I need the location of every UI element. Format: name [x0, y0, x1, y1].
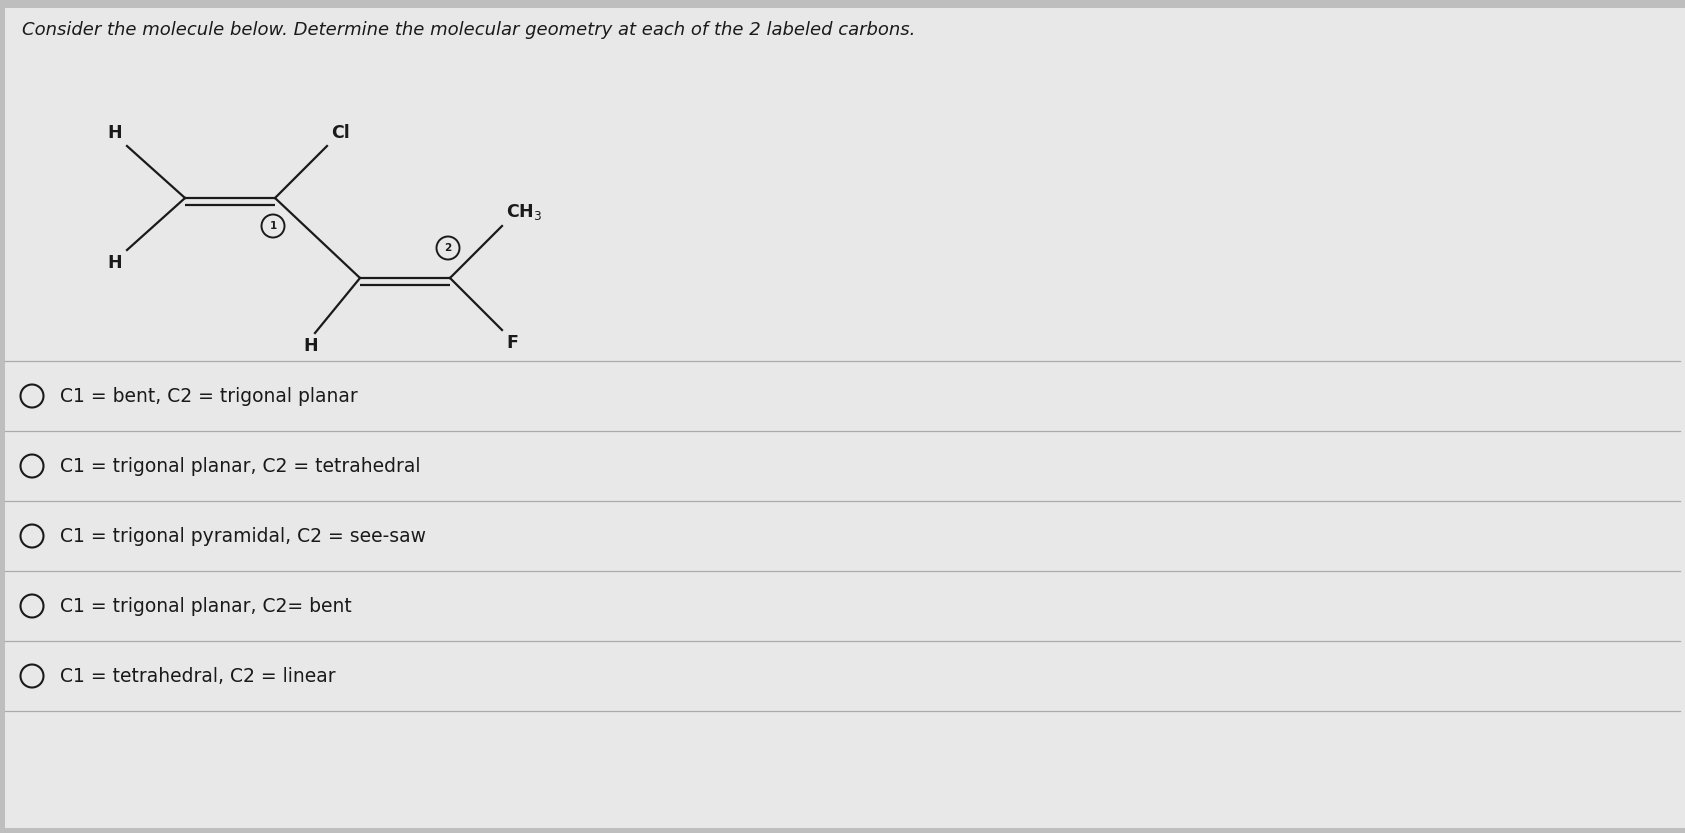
- Text: H: H: [303, 337, 318, 355]
- Text: C1 = trigonal planar, C2= bent: C1 = trigonal planar, C2= bent: [61, 596, 352, 616]
- Text: 1: 1: [270, 221, 276, 231]
- Text: 2: 2: [445, 243, 452, 253]
- Text: F: F: [506, 334, 517, 352]
- Text: C1 = tetrahedral, C2 = linear: C1 = tetrahedral, C2 = linear: [61, 666, 335, 686]
- FancyBboxPatch shape: [5, 8, 719, 828]
- FancyBboxPatch shape: [719, 8, 1685, 828]
- Text: H: H: [108, 254, 121, 272]
- Text: Cl: Cl: [330, 124, 350, 142]
- Text: CH$_3$: CH$_3$: [506, 202, 543, 222]
- Text: C1 = trigonal planar, C2 = tetrahedral: C1 = trigonal planar, C2 = tetrahedral: [61, 456, 421, 476]
- Text: Consider the molecule below. Determine the molecular geometry at each of the 2 l: Consider the molecule below. Determine t…: [22, 21, 915, 39]
- Text: C1 = trigonal pyramidal, C2 = see-saw: C1 = trigonal pyramidal, C2 = see-saw: [61, 526, 426, 546]
- Circle shape: [436, 237, 460, 260]
- Text: C1 = bent, C2 = trigonal planar: C1 = bent, C2 = trigonal planar: [61, 387, 357, 406]
- Text: H: H: [108, 124, 121, 142]
- Circle shape: [261, 215, 285, 237]
